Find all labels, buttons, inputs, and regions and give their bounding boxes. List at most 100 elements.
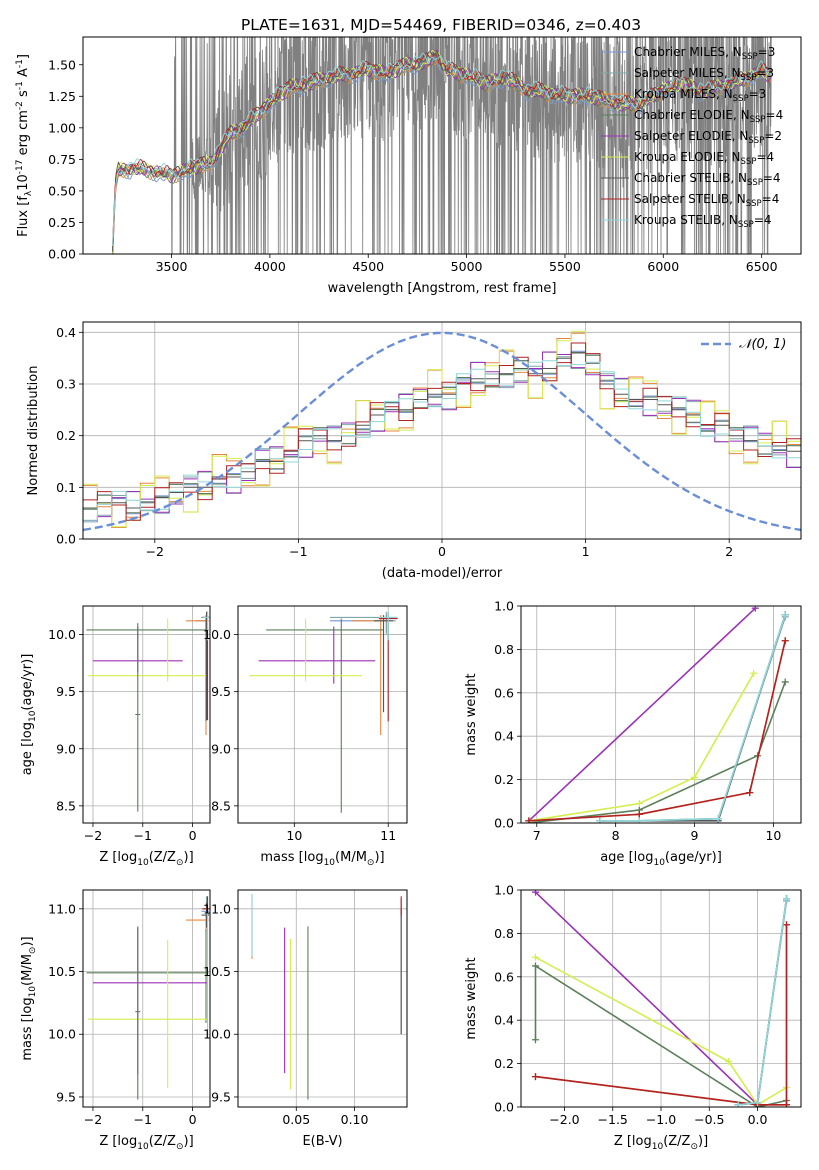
y-axis-label: mass [log10(M/M⊙)] xyxy=(20,936,38,1060)
x-tick-label: 0.0 xyxy=(748,1112,768,1127)
legend-model-name: Salpeter STELIB, N xyxy=(634,192,746,206)
y-tick-label: 11.0 xyxy=(48,901,76,916)
y-tick-label: 10.0 xyxy=(203,627,231,642)
legend-model-name: Kroupa MILES, N xyxy=(634,87,733,101)
mass-weight-marker xyxy=(725,1057,733,1065)
y-tick-label: 0.8 xyxy=(494,642,514,657)
legend-entry: Chabrier MILES, NSSP=3 xyxy=(634,45,775,62)
plot-area xyxy=(251,893,402,1100)
mass-weight-marker xyxy=(596,817,604,823)
y-tick-label: 0.4 xyxy=(494,1013,514,1028)
label-fragment: )] xyxy=(698,1134,708,1149)
y-tick-label: 9.0 xyxy=(211,741,231,756)
normal-distribution-curve xyxy=(83,331,801,532)
axes-frame xyxy=(237,605,408,824)
mass-weight-marker xyxy=(531,953,539,961)
label-fragment: -1 xyxy=(15,81,25,90)
x-tick-label: 5000 xyxy=(451,259,483,274)
label-fragment: (age/yr)] xyxy=(665,850,722,865)
x-tick-label: −0.5 xyxy=(694,1112,724,1127)
y-tick-label: 0.0 xyxy=(56,532,76,547)
mass-weight-marker xyxy=(750,669,758,677)
label-fragment: -1 xyxy=(15,59,25,68)
y-tick-label: 10.0 xyxy=(48,627,76,642)
label-fragment: -2 xyxy=(15,101,25,110)
label-fragment: (M/M xyxy=(335,850,367,865)
mass-weight-marker xyxy=(783,921,791,929)
mass-weight-line xyxy=(528,607,756,822)
y-tick-label: 0.8 xyxy=(494,926,514,941)
x-tick-label: −1 xyxy=(289,544,307,559)
axes-frame xyxy=(82,36,802,255)
axes-frame xyxy=(82,889,211,1108)
y-axis-label: mass weight xyxy=(464,673,479,755)
x-tick-label: −1 xyxy=(134,1112,152,1127)
x-tick-label: 8 xyxy=(612,828,620,843)
x-tick-label: −1.5 xyxy=(598,1112,628,1127)
label-fragment: -17 xyxy=(15,160,25,175)
legend-entry: Salpeter STELIB, NSSP=4 xyxy=(634,192,779,209)
axes-frame xyxy=(520,605,802,824)
label-fragment: mass weight xyxy=(464,957,479,1039)
y-tick-label: 10.0 xyxy=(203,1027,231,1042)
x-axis-label: wavelength [Angstrom, rest frame] xyxy=(328,281,557,296)
mass-weight-marker xyxy=(531,1036,539,1044)
plot-area xyxy=(86,611,210,812)
x-tick-label: 10 xyxy=(765,828,781,843)
x-tick-label: −1.0 xyxy=(646,1112,676,1127)
legend-model-name: Chabrier ELODIE, N xyxy=(634,108,750,122)
y-tick-label: 9.5 xyxy=(56,684,76,699)
mass-weight-line xyxy=(599,614,786,822)
x-tick-label: 11 xyxy=(380,828,396,843)
figure-title: PLATE=1631, MJD=54469, FIBERID=0346, z=0… xyxy=(241,16,641,34)
x-tick-label: 0 xyxy=(189,828,197,843)
legend-model-name: Kroupa STELIB, N xyxy=(634,213,738,227)
x-tick-label: 6000 xyxy=(647,259,679,274)
plot-area xyxy=(112,37,772,254)
legend-model-name: Salpeter MILES, N xyxy=(634,66,741,80)
mass-weight-line xyxy=(599,616,786,822)
legend-entry: Salpeter MILES, NSSP=3 xyxy=(634,66,774,83)
label-fragment: ⊙ xyxy=(28,947,38,955)
y-tick-label: 0.2 xyxy=(494,1056,514,1071)
axes-frame xyxy=(237,889,408,1108)
y-tick-label: 0.4 xyxy=(56,325,76,340)
legend-nssp-value: =3 xyxy=(749,87,767,101)
plot-area xyxy=(525,606,789,823)
label-fragment: mass [log xyxy=(20,997,35,1060)
label-fragment: 10 xyxy=(652,1142,664,1152)
legend-nssp-value: =3 xyxy=(756,66,774,80)
label-fragment: ⊙ xyxy=(176,858,184,868)
mass-weight-marker xyxy=(531,1073,539,1081)
label-fragment: Flux [f xyxy=(16,196,31,237)
mass-weight-line xyxy=(528,640,786,822)
y-tick-label: 9.5 xyxy=(211,1089,231,1104)
y-tick-label: 1.25 xyxy=(48,89,76,104)
x-axis-label: E(B-V) xyxy=(302,1134,342,1149)
x-tick-label: −2.0 xyxy=(549,1112,579,1127)
plot-area xyxy=(83,330,801,532)
mass-weight-line xyxy=(528,672,755,822)
y-tick-label: 9.0 xyxy=(56,741,76,756)
label-fragment: (age/yr)] xyxy=(20,654,35,711)
spectrum-model-line xyxy=(112,50,772,252)
y-tick-label: 11.0 xyxy=(203,901,231,916)
y-tick-label: 0.50 xyxy=(48,183,76,198)
spectrum-model-line xyxy=(112,52,772,247)
x-tick-label: −2 xyxy=(146,544,164,559)
y-axis-label: Flux [fλ10-17 erg cm-2 s-1 A-1] xyxy=(15,54,34,237)
x-axis-label: Z [log10(Z/Z⊙)] xyxy=(614,1134,708,1152)
mass-weight-line xyxy=(534,891,759,1106)
legend-nssp-value: =4 xyxy=(766,108,784,122)
legend-subscript: SSP xyxy=(747,178,763,188)
mass-weight-marker xyxy=(781,637,789,645)
y-axis-label: Normed distribution xyxy=(26,366,41,496)
x-tick-label: 3500 xyxy=(156,259,188,274)
x-tick-label: 1 xyxy=(582,544,590,559)
x-tick-label: −2 xyxy=(84,828,102,843)
y-tick-label: 10.0 xyxy=(48,1027,76,1042)
y-tick-label: 0.4 xyxy=(494,729,514,744)
x-tick-label: 5500 xyxy=(549,259,581,274)
y-tick-label: 0.00 xyxy=(48,247,76,262)
